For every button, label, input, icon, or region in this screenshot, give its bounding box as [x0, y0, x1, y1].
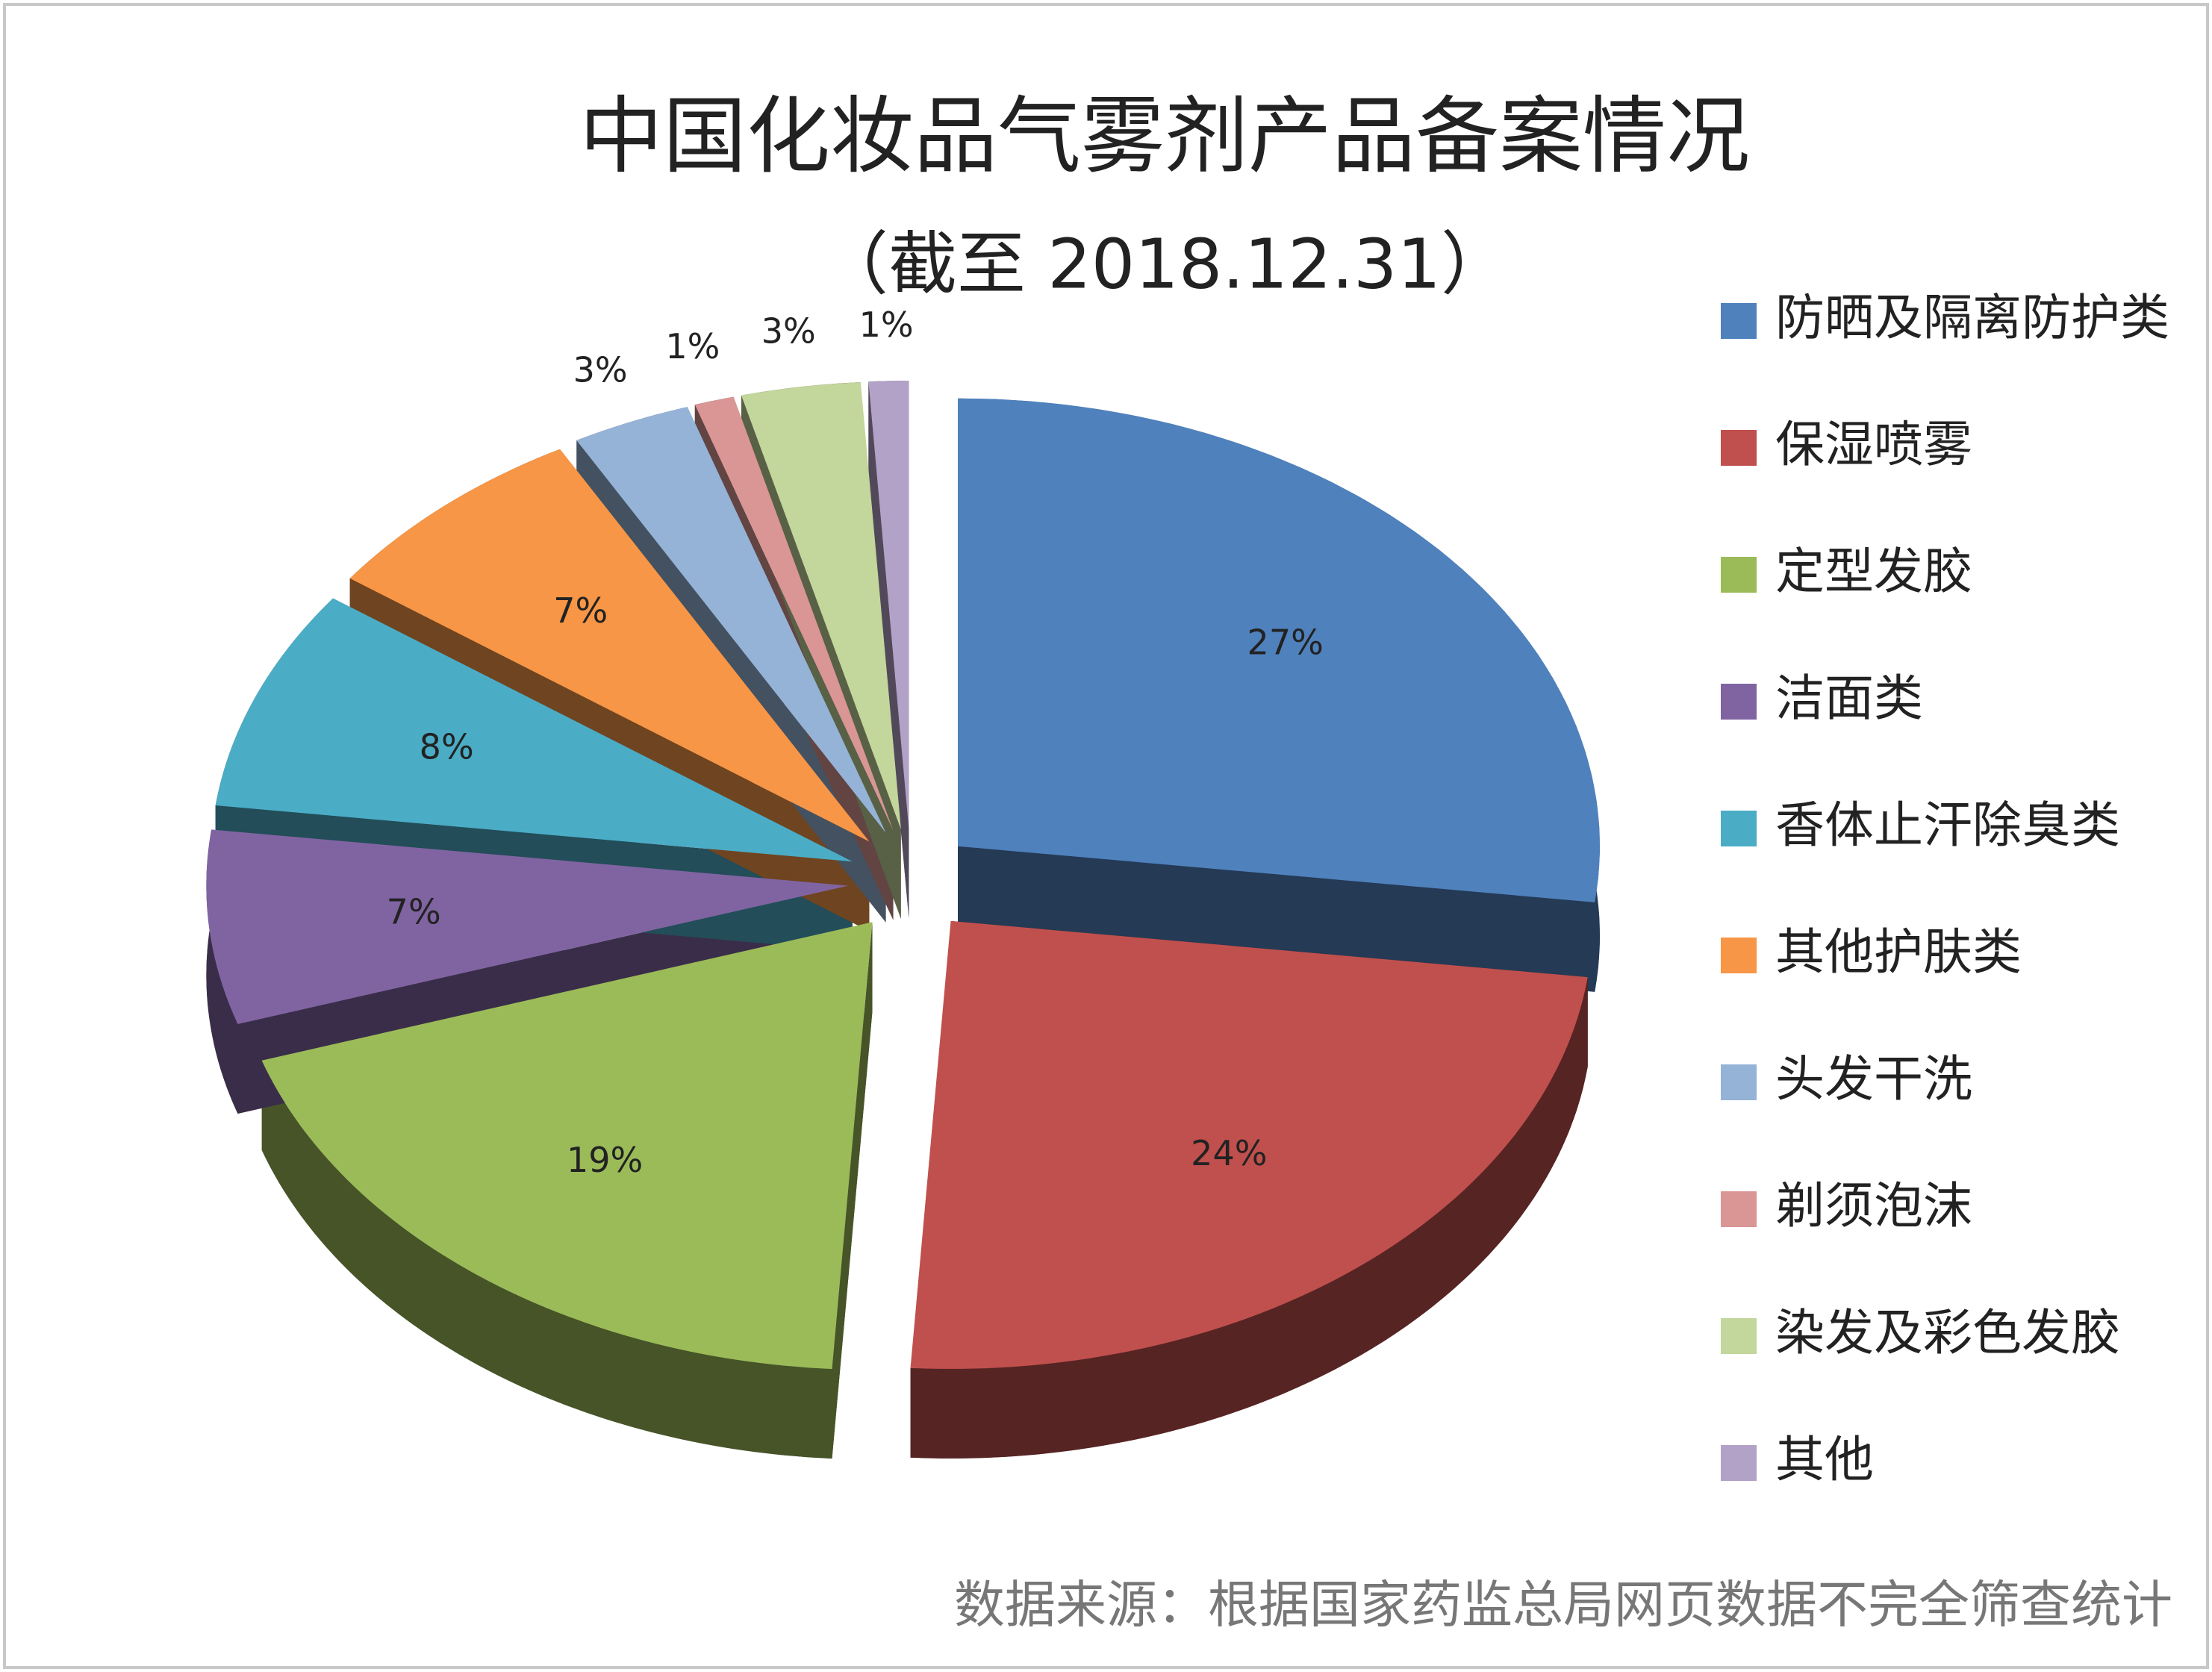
pie-slice	[215, 598, 853, 862]
legend-swatch	[1721, 1318, 1757, 1354]
legend-swatch	[1721, 1064, 1757, 1100]
legend-label: 定型发胶	[1775, 543, 1972, 600]
pie-slice	[576, 407, 886, 833]
pie-slice	[694, 396, 894, 831]
pie-slice	[910, 920, 1588, 1369]
slice-side	[261, 1060, 832, 1459]
pie-slice	[206, 829, 849, 1024]
legend-swatch	[1721, 1445, 1757, 1481]
slice-side	[832, 922, 873, 1459]
legend-label: 其他	[1775, 1431, 1874, 1488]
legend-swatch	[1721, 684, 1757, 720]
pie-slice	[868, 381, 909, 829]
legend-swatch	[1721, 303, 1757, 339]
legend-label: 保湿喷雾	[1775, 416, 1972, 473]
legend-label: 染发及彩色发胶	[1775, 1304, 2120, 1361]
data-label: 27%	[1247, 622, 1324, 662]
pie-slice	[349, 449, 870, 842]
slice-side	[206, 829, 238, 1114]
legend-label: 剃须泡沫	[1775, 1177, 1972, 1235]
legend-swatch	[1721, 938, 1757, 973]
data-label: 8%	[420, 727, 474, 767]
data-label: 7%	[553, 590, 608, 631]
legend-swatch	[1721, 1191, 1757, 1227]
legend-swatch	[1721, 430, 1757, 466]
legend-label: 洁面类	[1775, 670, 1923, 727]
pie-slice	[741, 382, 901, 829]
legend-label: 防晒及隔离防护类	[1775, 289, 2169, 346]
data-label: 3%	[761, 311, 816, 352]
legend-label: 香体止汗除臭类	[1775, 796, 2120, 854]
legend-label: 头发干洗	[1775, 1050, 1972, 1108]
data-label: 19%	[567, 1140, 643, 1180]
source-note: 数据来源：根据国家药监总局网页数据不完全筛查统计	[954, 1576, 2172, 1635]
data-label: 7%	[387, 891, 441, 932]
slice-side	[910, 977, 1588, 1459]
data-label: 3%	[573, 350, 628, 390]
pie-slice	[958, 398, 1601, 902]
data-label: 1%	[665, 326, 720, 366]
chart-title: 中国化妆品气雾剂产品备案情况	[579, 88, 1750, 185]
chart-subtitle: （截至 2018.12.31）	[820, 224, 1510, 304]
legend-label: 其他护肤类	[1775, 923, 2022, 981]
pie-slice	[261, 922, 873, 1370]
slice-side	[868, 381, 909, 919]
legend-swatch	[1721, 557, 1757, 593]
legend-swatch	[1721, 811, 1757, 846]
data-label: 1%	[859, 305, 914, 345]
data-label: 24%	[1191, 1133, 1267, 1173]
